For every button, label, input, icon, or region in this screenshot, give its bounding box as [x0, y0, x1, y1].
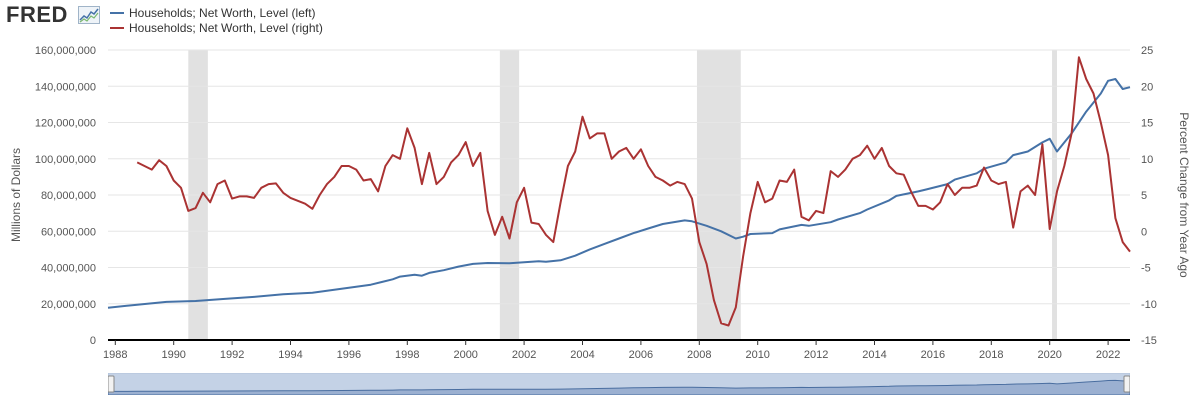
x-tick-label: 2004 — [570, 349, 594, 361]
x-tick-label: 1988 — [103, 349, 127, 361]
y-left-tick-label: 0 — [90, 335, 96, 347]
x-tick-label: 2014 — [862, 349, 886, 361]
fred-logo[interactable]: FRED — [6, 2, 68, 27]
y-axis-right-title: Percent Change from Year Ago — [1177, 112, 1191, 278]
y-right-tick-label: 20 — [1141, 81, 1153, 93]
x-tick-label: 1996 — [337, 349, 361, 361]
gridlines — [108, 49, 1130, 305]
series-line-left[interactable] — [107, 78, 1131, 309]
x-tick-label: 1998 — [395, 349, 419, 361]
x-tick-label: 2002 — [512, 349, 536, 361]
legend-swatch — [110, 12, 124, 14]
y-right-tick-label: 15 — [1141, 118, 1153, 130]
legend-item-left-series[interactable]: Households; Net Worth, Level (left) — [110, 6, 316, 20]
range-navigator[interactable] — [108, 373, 1130, 395]
x-tick-label: 1994 — [278, 349, 302, 361]
y-right-tick-label: -10 — [1141, 299, 1157, 311]
x-tick-label: 2010 — [745, 349, 769, 361]
x-tick-label: 2018 — [979, 349, 1003, 361]
x-tick-label: 1990 — [161, 349, 185, 361]
legend-swatch — [110, 27, 124, 29]
series-line-right[interactable] — [136, 56, 1131, 327]
x-tick-label: 2012 — [804, 349, 828, 361]
navigator-handle-right[interactable] — [1123, 375, 1130, 393]
fred-graph-icon — [78, 6, 100, 24]
line-chart[interactable]: 0 20,000,000 40,000,000 60,000,000 80,000,00… — [0, 0, 1200, 370]
axes: 0 20,000,000 40,000,000 60,000,000 80,000,00… — [35, 45, 1157, 361]
y-right-tick-label: -15 — [1141, 335, 1157, 347]
y-left-tick-label: 100,000,000 — [35, 154, 96, 166]
y-left-tick-label: 140,000,000 — [35, 81, 96, 93]
x-tick-label: 2020 — [1037, 349, 1061, 361]
x-tick-label: 2006 — [629, 349, 653, 361]
legend-item-right-series[interactable]: Households; Net Worth, Level (right) — [110, 21, 323, 35]
y-axis-left-title: Millions of Dollars — [9, 148, 23, 242]
y-left-tick-label: 120,000,000 — [35, 118, 96, 130]
x-tick-label: 1992 — [220, 349, 244, 361]
navigator-series-area — [108, 379, 1130, 395]
y-left-tick-label: 40,000,000 — [41, 263, 96, 275]
y-left-tick-label: 80,000,000 — [41, 190, 96, 202]
y-right-tick-label: -5 — [1141, 263, 1151, 275]
y-left-tick-label: 20,000,000 — [41, 299, 96, 311]
x-tick-label: 2008 — [687, 349, 711, 361]
x-tick-label: 2000 — [453, 349, 477, 361]
y-left-tick-label: 60,000,000 — [41, 226, 96, 238]
y-right-tick-label: 10 — [1141, 154, 1153, 166]
series-lines — [107, 56, 1131, 327]
legend-label: Households; Net Worth, Level (right) — [129, 21, 323, 35]
x-tick-label: 2022 — [1096, 349, 1120, 361]
legend-label: Households; Net Worth, Level (left) — [129, 6, 316, 20]
chart-header: FRED Households; Net Worth, Level (left)… — [0, 0, 1200, 40]
y-right-tick-label: 5 — [1141, 190, 1147, 202]
y-left-tick-label: 160,000,000 — [35, 45, 96, 57]
navigator-handle-left[interactable] — [108, 375, 115, 393]
x-tick-label: 2016 — [921, 349, 945, 361]
y-right-tick-label: 0 — [1141, 226, 1147, 238]
y-right-tick-label: 25 — [1141, 45, 1153, 57]
